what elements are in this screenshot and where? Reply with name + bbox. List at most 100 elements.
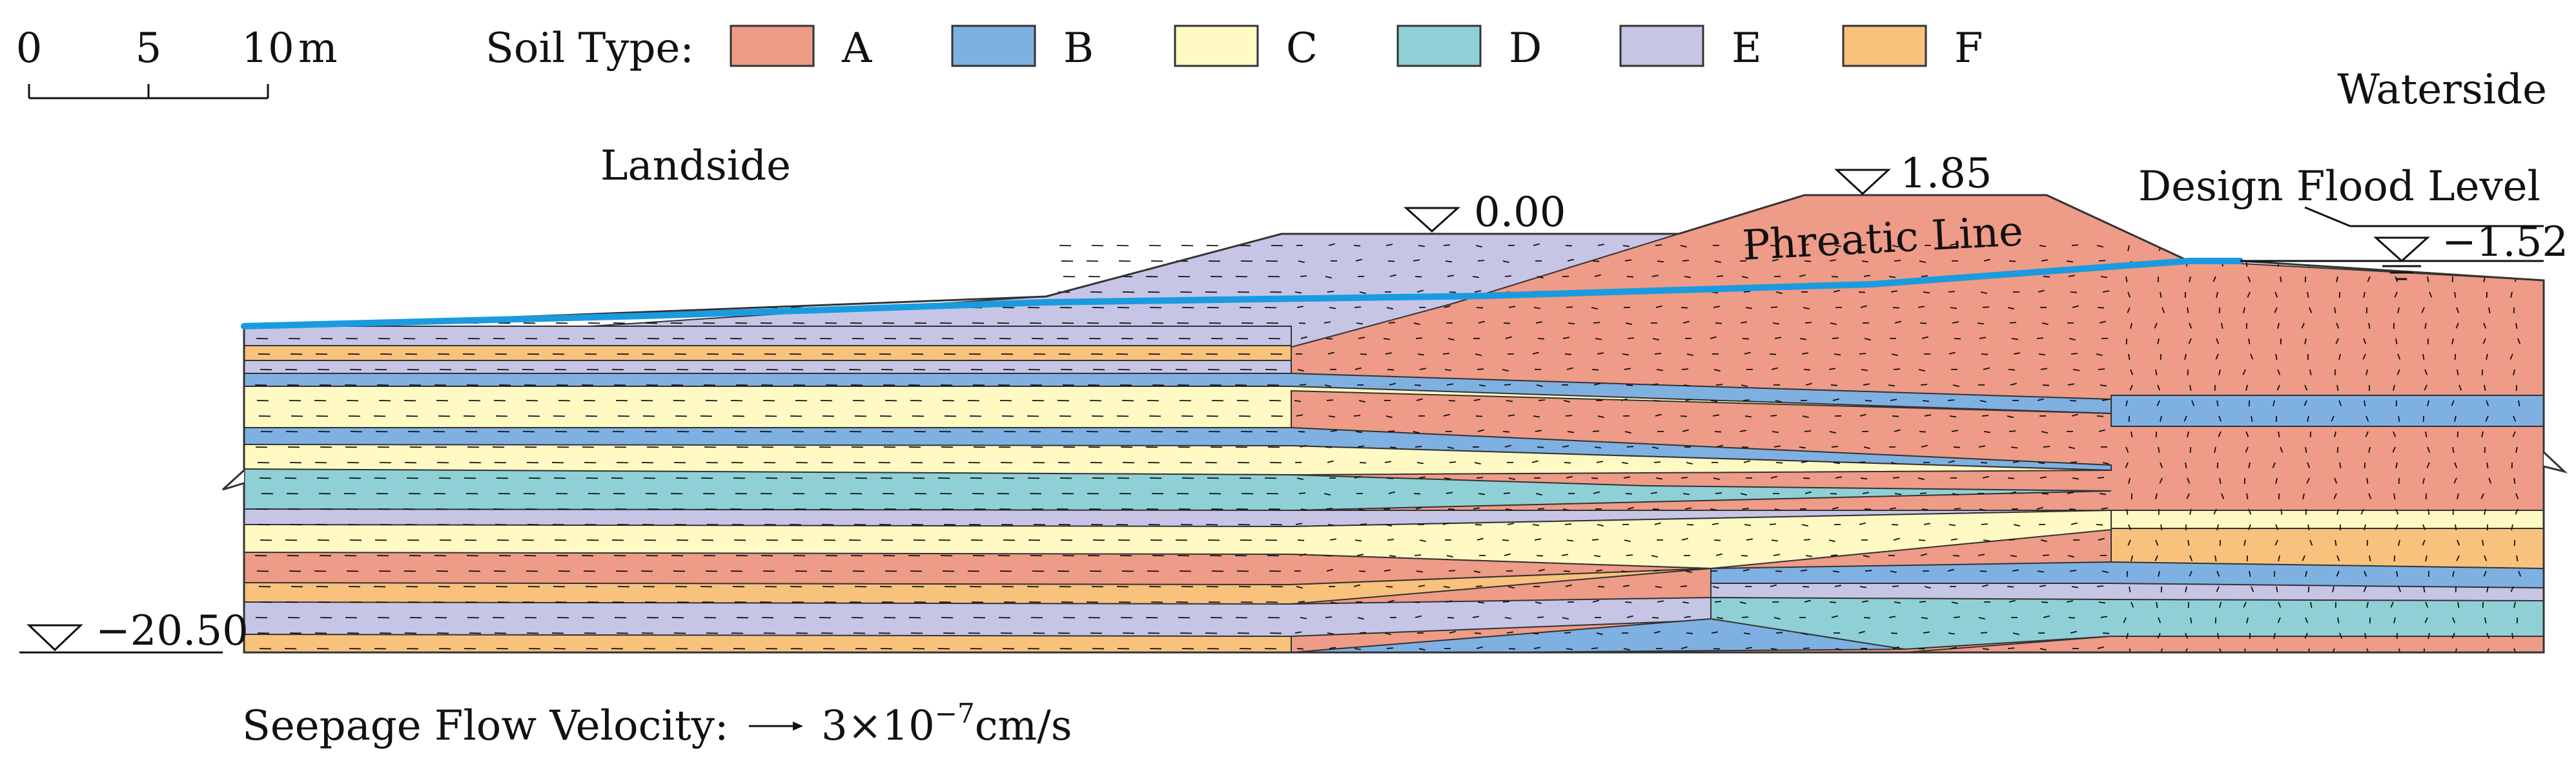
seepage-vector xyxy=(2397,369,2400,375)
seepage-vector xyxy=(1597,244,1605,246)
seepage-vector xyxy=(2243,601,2247,608)
seepage-vector xyxy=(1355,258,1362,262)
seepage-vector xyxy=(1386,477,1394,479)
seepage-vector xyxy=(2127,307,2131,313)
seepage-vector xyxy=(2305,245,2309,251)
seepage-vector xyxy=(1476,646,1483,649)
seepage-vector xyxy=(1478,320,1485,324)
seepage-vector xyxy=(1830,554,1838,556)
seepage-vector xyxy=(1803,647,1810,649)
seepage-vector xyxy=(2069,338,2076,341)
seepage-vector xyxy=(2007,307,2014,310)
seepage-vector xyxy=(2156,601,2158,609)
seepage-vector xyxy=(1593,555,1601,557)
seepage-vector xyxy=(1506,400,1513,402)
seepage-vector xyxy=(2455,322,2459,329)
seepage-vector xyxy=(2421,307,2425,313)
seepage-vector xyxy=(1978,445,1986,448)
seepage-vector xyxy=(1475,353,1482,357)
seepage-vector xyxy=(2128,477,2131,484)
seepage-vector xyxy=(1624,601,1632,603)
seepage-vector xyxy=(1563,570,1571,572)
seepage-vector xyxy=(1325,276,1332,279)
seepage-vector xyxy=(1564,632,1571,634)
seepage-vector xyxy=(1327,291,1334,293)
seepage-vector xyxy=(1505,336,1512,339)
seepage-vector xyxy=(1657,600,1664,603)
seepage-vector xyxy=(2189,508,2192,515)
seepage-vector xyxy=(2273,400,2275,406)
seepage-vector xyxy=(2216,291,2218,298)
seepage-vector xyxy=(1745,647,1753,649)
seepage-vector xyxy=(1650,492,1658,494)
seepage-vector xyxy=(1979,508,1986,512)
seepage-vector xyxy=(1296,414,1303,417)
seepage-vector xyxy=(2275,524,2279,530)
seepage-vector xyxy=(2009,599,2016,603)
seepage-vector xyxy=(2158,570,2160,577)
seepage-vector xyxy=(2013,352,2021,355)
seepage-vector xyxy=(2096,353,2103,357)
seepage-vector xyxy=(1831,446,1839,448)
seepage-vector xyxy=(1921,508,1929,511)
legend-swatch-d xyxy=(1396,25,1482,67)
seepage-vector xyxy=(2248,338,2251,345)
seepage-vector xyxy=(2215,353,2219,360)
seepage-vector xyxy=(2097,646,2104,649)
seepage-vector xyxy=(2007,415,2014,419)
seepage-vector xyxy=(2365,431,2369,437)
seepage-vector xyxy=(2398,586,2402,592)
seepage-vector xyxy=(2278,601,2282,608)
seepage-vector xyxy=(2213,508,2217,515)
seepage-vector xyxy=(2307,462,2311,468)
seepage-vector xyxy=(1888,384,1896,387)
seepage-vector xyxy=(1354,475,1361,479)
seepage-vector xyxy=(2453,477,2457,484)
seepage-vector xyxy=(2039,648,2047,651)
seepage-vector xyxy=(1713,477,1720,481)
seepage-vector xyxy=(1384,632,1391,636)
seepage-vector xyxy=(1330,430,1338,432)
seepage-vector xyxy=(1533,243,1540,246)
seepage-vector xyxy=(2251,586,2254,592)
seepage-vector xyxy=(1449,291,1457,293)
seepage-vector xyxy=(2096,585,2104,587)
seepage-vector xyxy=(1298,260,1305,264)
seepage-vector xyxy=(1656,369,1664,371)
soil-layer-c-16 xyxy=(2111,510,2544,530)
seepage-vector xyxy=(1535,321,1543,324)
seepage-vector xyxy=(1828,539,1835,543)
seepage-vector xyxy=(1775,291,1783,295)
seepage-vector xyxy=(1802,244,1810,246)
seepage-vector xyxy=(1474,462,1481,465)
legend-label-f: F xyxy=(1954,25,1983,72)
soil-layer-f-17 xyxy=(2111,528,2544,569)
seepage-vector xyxy=(2334,307,2336,314)
seepage-vector xyxy=(2187,307,2189,314)
seepage-vector xyxy=(1446,492,1453,494)
seepage-vector xyxy=(2040,368,2048,370)
seepage-vector xyxy=(1743,291,1751,293)
seepage-vector xyxy=(2219,648,2223,652)
seepage-vector xyxy=(1620,398,1628,401)
seepage-vector xyxy=(2366,477,2369,484)
seepage-vector xyxy=(1775,400,1782,403)
seepage-vector xyxy=(2482,539,2484,546)
seepage-vector xyxy=(2007,477,2015,479)
flood-level-value: −1.52 xyxy=(2442,218,2568,266)
seepage-vector xyxy=(1593,322,1600,324)
seepage-vector xyxy=(1892,245,1899,248)
seepage-vector xyxy=(2302,493,2305,499)
seepage-vector xyxy=(1655,413,1662,417)
seepage-vector xyxy=(1864,338,1871,341)
seepage-vector xyxy=(1626,446,1634,448)
seepage-vector xyxy=(1889,507,1897,510)
seepage-vector xyxy=(2012,569,2019,572)
seepage-vector xyxy=(2214,555,2217,562)
seepage-vector xyxy=(1715,322,1722,324)
seepage-vector xyxy=(1772,258,1779,262)
seepage-vector xyxy=(1770,648,1778,650)
seepage-vector xyxy=(1537,446,1544,448)
seepage-vector xyxy=(2393,617,2396,623)
seepage-vector xyxy=(1475,585,1483,587)
